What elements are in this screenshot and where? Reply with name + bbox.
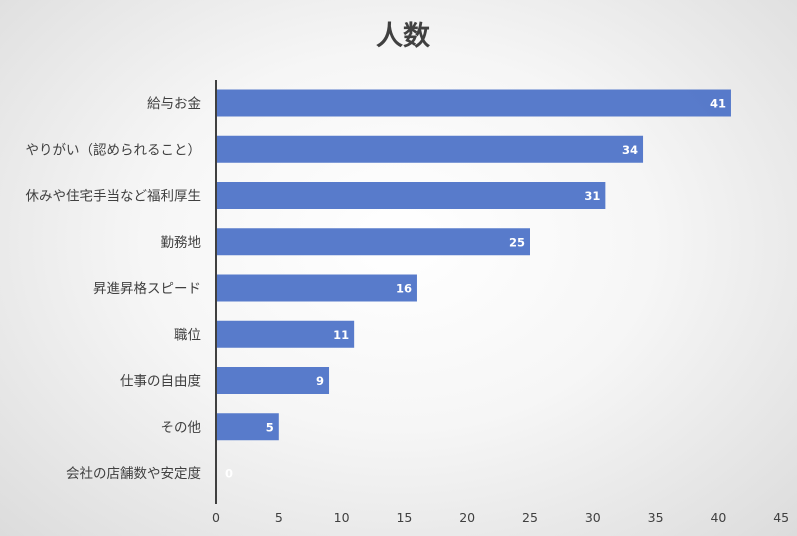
bar-6 <box>217 367 330 394</box>
chart-title: 人数 <box>376 21 431 52</box>
x-tick-label-7: 35 <box>648 510 664 525</box>
category-label-1: やりがい（認められること） <box>26 142 202 158</box>
x-tick-label-6: 30 <box>585 510 601 525</box>
x-tick-label-0: 0 <box>212 510 220 525</box>
x-tick-label-3: 15 <box>396 510 412 525</box>
category-label-4: 昇進昇格スピード <box>93 281 201 297</box>
category-label-8: 会社の店舗数や安定度 <box>66 466 201 482</box>
data-label-1: 34 <box>622 143 638 157</box>
bars-group <box>217 89 731 441</box>
data-label-7: 5 <box>266 420 274 434</box>
bar-0 <box>217 89 731 117</box>
data-label-6: 9 <box>316 374 324 388</box>
data-labels-group: 41 34 31 25 16 11 9 5 0 <box>225 97 726 481</box>
x-tick-label-8: 40 <box>710 510 726 525</box>
x-tick-label-4: 20 <box>459 510 475 525</box>
category-label-2: 休みや住宅手当など福利厚生 <box>26 189 202 205</box>
bar-1 <box>217 135 644 163</box>
data-label-5: 11 <box>333 328 349 342</box>
bar-4 <box>217 274 417 302</box>
bar-3 <box>217 228 530 256</box>
x-tick-labels-group: 0 5 10 15 20 25 30 35 40 45 <box>212 510 789 525</box>
x-tick-label-9: 45 <box>773 510 789 525</box>
x-tick-label-5: 25 <box>522 510 538 525</box>
x-tick-label-1: 5 <box>275 510 283 525</box>
data-label-8: 0 <box>225 467 233 481</box>
bar-7 <box>217 413 279 441</box>
data-label-0: 41 <box>710 97 726 111</box>
bar-2 <box>217 182 606 209</box>
data-label-3: 25 <box>509 235 525 249</box>
category-label-6: 仕事の自由度 <box>120 374 201 390</box>
category-label-7: その他 <box>161 420 202 436</box>
data-label-2: 31 <box>584 189 600 203</box>
category-label-0: 給与お金 <box>147 96 201 112</box>
data-label-4: 16 <box>396 282 412 296</box>
category-label-3: 勤務地 <box>161 235 202 251</box>
x-tick-label-2: 10 <box>334 510 350 525</box>
category-label-5: 職位 <box>174 327 201 343</box>
bar-5 <box>217 320 355 348</box>
